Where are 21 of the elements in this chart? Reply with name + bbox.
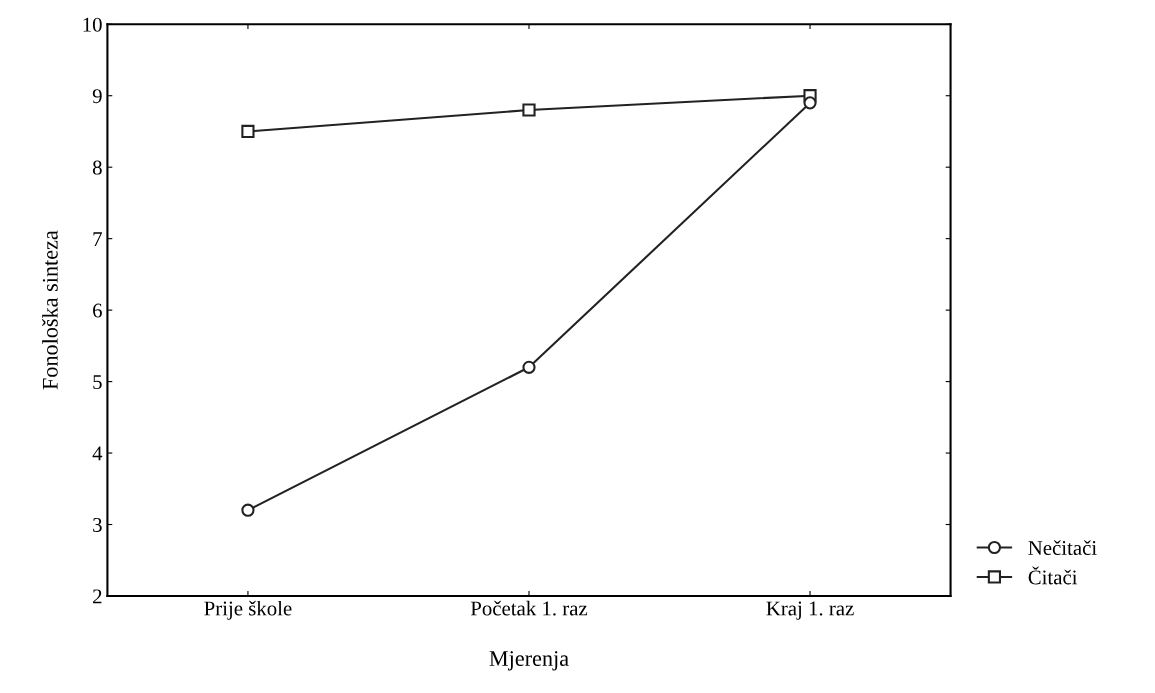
point [241, 503, 255, 517]
x-tick-label: Prije škole [204, 600, 292, 620]
y-tick-label: 6 [93, 303, 102, 318]
legend-label: Čitači [1028, 566, 1078, 585]
point [522, 360, 536, 374]
y-tick-label: 7 [93, 232, 102, 246]
y-tick-label: 5 [93, 375, 102, 390]
y-tick-label: 2 [93, 589, 102, 604]
legend-label: Nečitači [1028, 540, 1097, 555]
x-axis-title: Mjerenja [489, 651, 569, 671]
point [803, 96, 817, 110]
y-tick-label: 3 [93, 517, 102, 532]
y-axis-title: Fonološka sinteza [42, 230, 58, 390]
x-tick-label: Kraj 1. raz [766, 601, 854, 620]
y-tick-label: 4 [92, 446, 103, 461]
y-tick-label: 9 [92, 89, 102, 104]
y-tick-label: 8 [92, 160, 102, 175]
point [241, 124, 255, 139]
point [522, 103, 536, 117]
x-tick-label: Početak 1. raz [470, 600, 588, 616]
y-tick-label: 10 [83, 17, 102, 32]
